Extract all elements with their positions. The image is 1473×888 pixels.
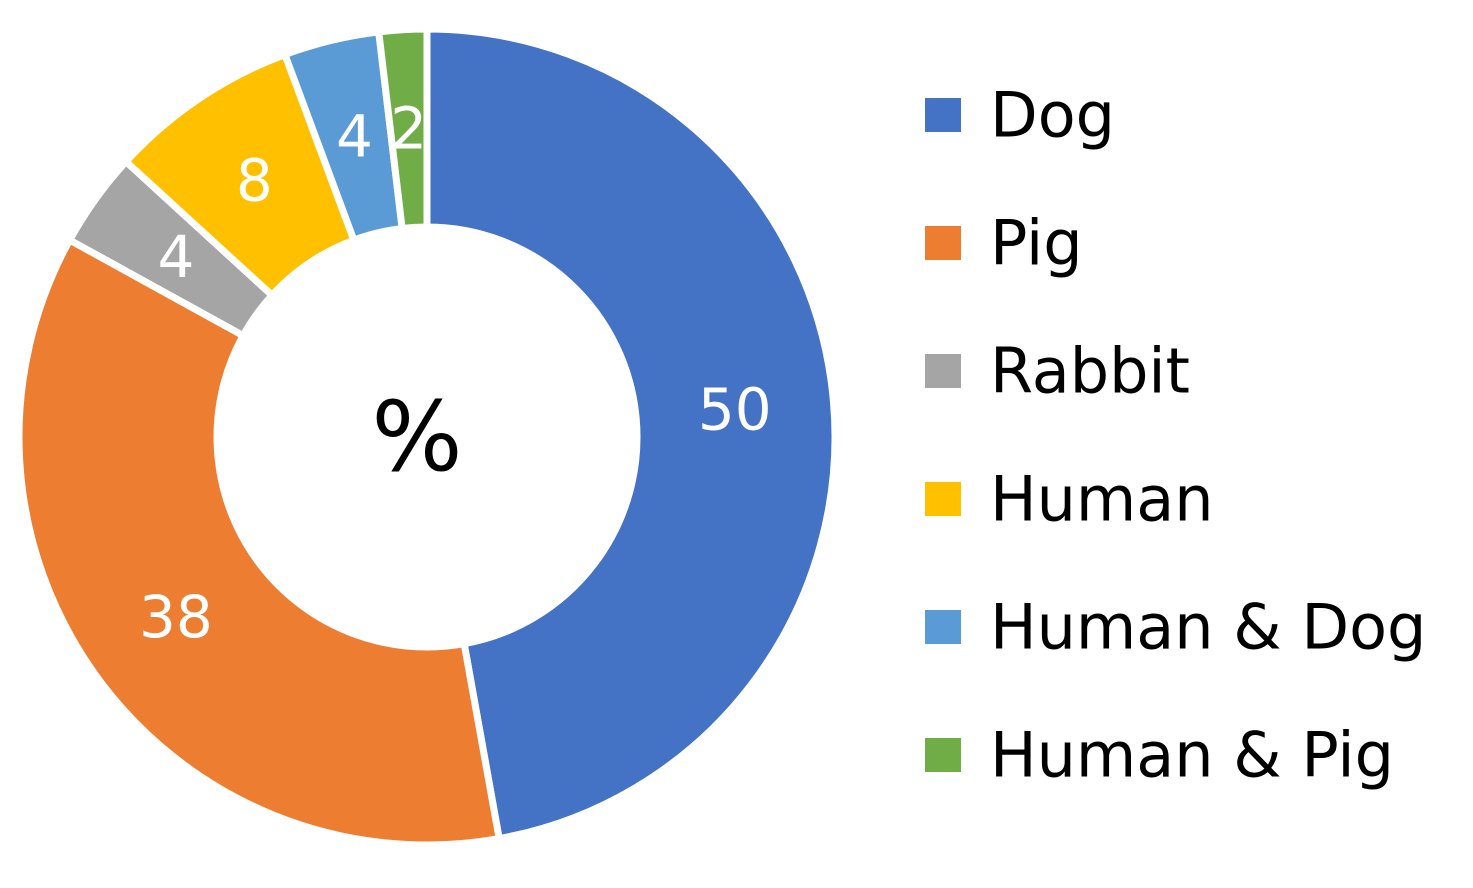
data-label: 2 — [390, 95, 427, 163]
center-label: % — [371, 381, 462, 493]
legend-label: Rabbit — [990, 335, 1190, 408]
legend-label: Pig — [990, 207, 1083, 280]
data-label: 50 — [698, 376, 772, 444]
legend-swatch — [925, 610, 961, 644]
legend-label: Human & Dog — [990, 591, 1426, 664]
data-label: 4 — [336, 103, 373, 171]
legend-label: Dog — [990, 79, 1115, 152]
legend-swatch — [925, 226, 961, 260]
legend-label: Human & Pig — [990, 719, 1394, 792]
data-label: 4 — [157, 223, 194, 291]
legend-label: Human — [990, 463, 1214, 536]
legend-swatch — [925, 98, 961, 132]
donut-slice — [423, 25, 839, 843]
donut-slice — [15, 235, 504, 849]
donut-slice — [374, 25, 431, 233]
legend-swatch — [925, 482, 961, 516]
legend-swatch — [925, 738, 961, 772]
data-label: 8 — [236, 147, 273, 215]
legend-swatch — [925, 354, 961, 388]
data-label: 38 — [139, 583, 213, 651]
